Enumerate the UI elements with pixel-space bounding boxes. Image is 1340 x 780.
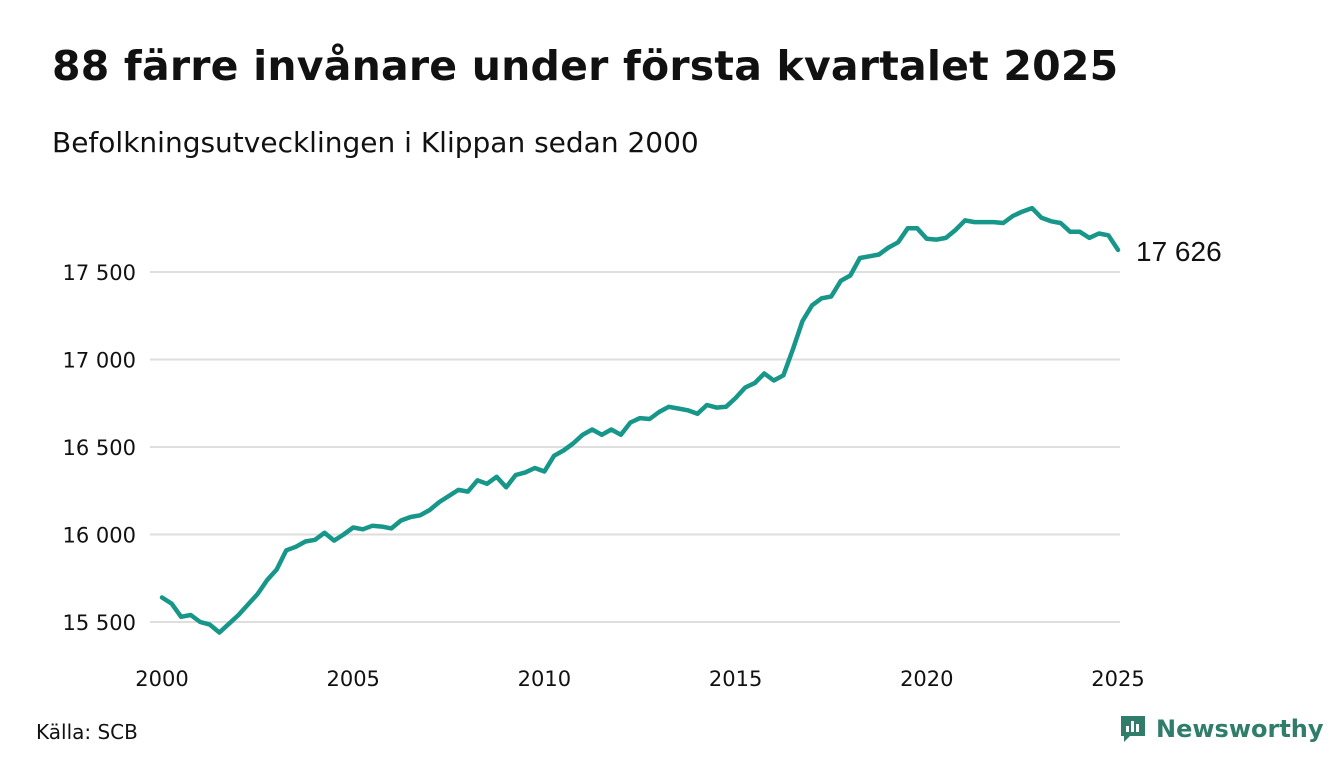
x-tick-label: 2020 [900,667,953,691]
population-line [159,205,1121,635]
y-tick-label: 17 000 [63,349,136,373]
chart-title: 88 färre invånare under första kvartalet… [52,42,1119,90]
x-axis-ticks: 2000 2005 2010 2015 2020 2025 [135,667,1144,691]
y-tick-label: 17 500 [63,261,136,285]
brand-logo: Newsworthy [1118,714,1324,744]
y-axis-ticks: 15 500 16 000 16 500 17 000 17 500 [63,261,136,635]
brand-name: Newsworthy [1156,715,1324,743]
end-value-label: 17 626 [1136,236,1222,267]
source-note: Källa: SCB [36,720,138,744]
y-tick-label: 15 500 [63,611,136,635]
x-tick-label: 2005 [326,667,379,691]
newsworthy-logo-icon [1121,716,1145,742]
x-tick-label: 2015 [709,667,762,691]
x-tick-label: 2000 [135,667,188,691]
chart-subtitle: Befolkningsutvecklingen i Klippan sedan … [52,126,699,159]
gridlines [150,271,1120,623]
y-tick-label: 16 000 [63,524,136,548]
x-tick-label: 2010 [518,667,571,691]
y-tick-label: 16 500 [63,436,136,460]
x-tick-label: 2025 [1091,667,1144,691]
